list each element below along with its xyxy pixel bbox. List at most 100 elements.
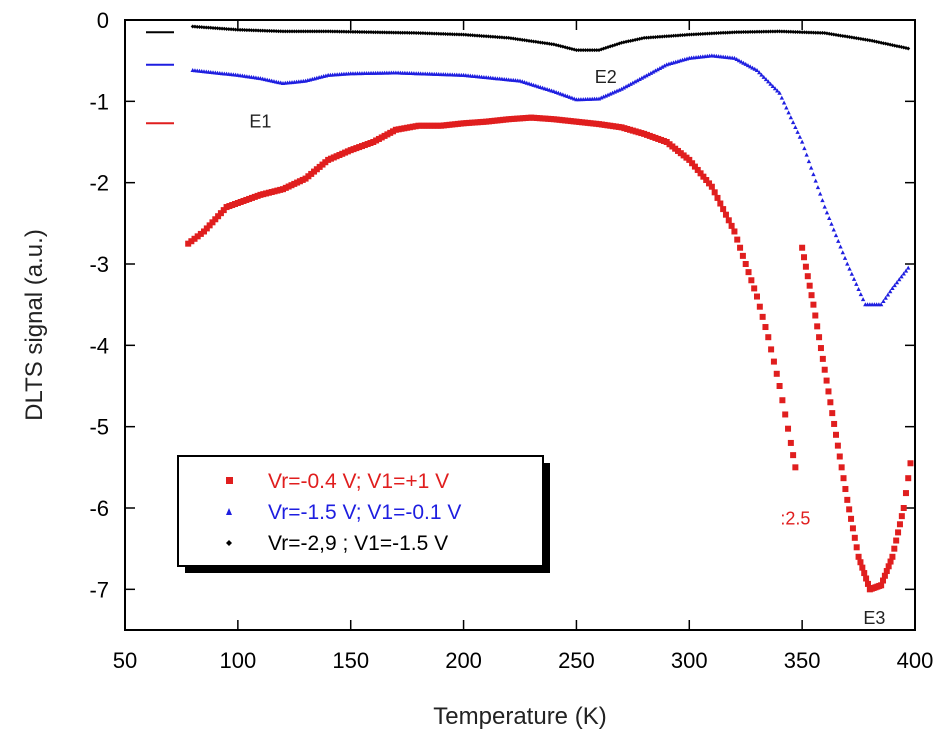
data-point — [378, 30, 383, 35]
peak-label-e1: E1 — [249, 112, 271, 132]
data-point — [777, 90, 782, 95]
data-point — [786, 110, 791, 115]
data-point — [759, 29, 764, 34]
data-point — [409, 30, 414, 35]
data-point — [632, 79, 638, 84]
data-point — [420, 31, 425, 36]
legend-entry-2: Vr=-2,9 ; V1=-1.5 V — [226, 532, 448, 555]
data-point — [644, 73, 649, 78]
data-point — [800, 30, 805, 35]
data-point — [906, 265, 911, 270]
data-point — [802, 30, 807, 35]
data-point — [499, 35, 504, 40]
data-point — [831, 227, 836, 232]
data-point — [734, 57, 739, 62]
data-point — [836, 238, 841, 243]
data-point — [732, 55, 737, 60]
data-point — [418, 31, 423, 36]
data-point — [671, 33, 676, 38]
data-point — [502, 35, 507, 40]
legend-entry-1: Vr=-1.5 V; V1=-0.1 V — [226, 501, 461, 524]
data-point — [894, 280, 900, 285]
data-point — [439, 31, 443, 36]
data-point — [484, 34, 489, 39]
data-point — [883, 295, 888, 300]
data-point — [274, 29, 279, 34]
data-point — [312, 29, 317, 34]
data-point — [861, 570, 868, 577]
data-point — [831, 420, 838, 427]
data-point — [391, 30, 396, 35]
data-point — [646, 35, 651, 40]
data-point — [278, 29, 283, 34]
data-point — [748, 64, 753, 69]
data-point — [734, 30, 739, 35]
data-point — [380, 30, 385, 35]
data-point — [741, 60, 746, 65]
data-point — [700, 31, 705, 36]
x-tick-label: 400 — [897, 648, 934, 673]
data-point — [772, 86, 778, 91]
data-point — [721, 30, 726, 35]
data-point — [855, 553, 862, 560]
data-point — [217, 26, 222, 31]
series-layer: :2.5 — [185, 24, 914, 593]
data-point — [680, 33, 685, 38]
data-point — [287, 29, 292, 34]
data-point — [285, 29, 290, 34]
data-point — [782, 411, 789, 418]
data-point — [804, 273, 811, 280]
legend-label: Vr=-0.4 V; V1=+1 V — [268, 470, 449, 493]
data-point — [784, 29, 789, 34]
data-point — [630, 80, 636, 85]
data-point — [619, 86, 624, 91]
data-point — [728, 222, 735, 229]
data-point — [660, 34, 665, 39]
data-point — [801, 254, 808, 261]
data-point — [833, 233, 839, 238]
data-point — [258, 28, 263, 33]
data-point — [623, 84, 629, 89]
data-point — [337, 29, 342, 34]
scale-factor-label: :2.5 — [780, 508, 810, 528]
data-point — [902, 490, 909, 497]
data-point — [185, 240, 192, 247]
data-point — [364, 30, 369, 35]
data-point — [585, 48, 590, 53]
data-point — [903, 268, 909, 273]
data-point — [217, 210, 224, 217]
data-point — [314, 29, 319, 34]
legend-marker — [226, 540, 232, 546]
data-point — [846, 506, 853, 513]
peak-label-e3: E3 — [863, 608, 885, 628]
data-point — [802, 146, 807, 151]
data-point — [825, 388, 832, 395]
data-point — [770, 29, 775, 34]
data-point — [362, 30, 367, 35]
legend-label: Vr=-2,9 ; V1=-1.5 V — [268, 532, 448, 555]
data-point — [775, 29, 780, 34]
data-point — [732, 30, 737, 35]
data-point — [827, 216, 832, 221]
y-tick-label: -6 — [89, 496, 109, 521]
data-point — [493, 34, 498, 39]
data-point — [581, 48, 586, 53]
data-point — [396, 30, 401, 35]
data-point — [795, 30, 800, 35]
data-point — [240, 27, 245, 32]
data-point — [848, 515, 855, 522]
data-point — [797, 30, 802, 35]
y-tick-label: -3 — [89, 252, 109, 277]
data-point — [212, 216, 219, 223]
data-point — [448, 32, 453, 37]
data-point — [466, 32, 471, 37]
data-point — [790, 452, 797, 459]
plot-frame — [124, 19, 916, 631]
data-point — [281, 29, 285, 34]
data-point — [262, 28, 267, 33]
data-point — [425, 31, 430, 36]
data-point — [657, 34, 662, 39]
data-point — [472, 33, 477, 38]
data-point — [486, 34, 491, 39]
data-point — [853, 544, 860, 551]
